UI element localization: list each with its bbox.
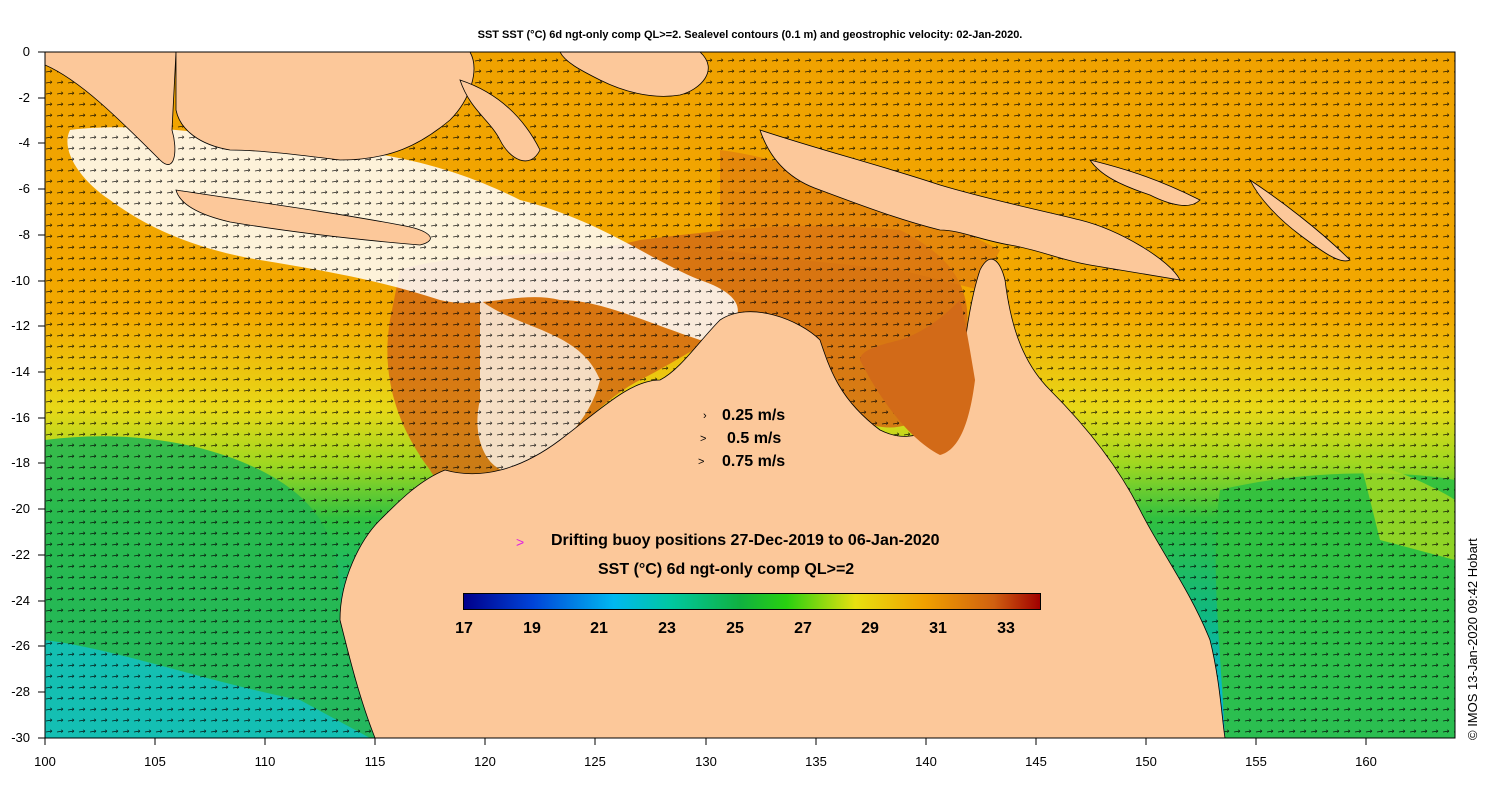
colorbar-tick: 31 bbox=[929, 620, 947, 637]
x-tick-label: 115 bbox=[364, 754, 386, 769]
y-tick-label: -20 bbox=[11, 501, 30, 516]
x-tick-label: 130 bbox=[695, 754, 717, 769]
x-tick-label: 105 bbox=[144, 754, 166, 769]
x-tick-label: 140 bbox=[915, 754, 937, 769]
x-tick-label: 120 bbox=[474, 754, 496, 769]
y-tick-label: -12 bbox=[11, 318, 30, 333]
colorbar-tick: 29 bbox=[861, 620, 879, 637]
gulf-of-carpentaria-sst bbox=[860, 300, 975, 455]
y-tick-label: -4 bbox=[18, 135, 30, 150]
x-tick-label: 100 bbox=[34, 754, 56, 769]
y-tick-label: -30 bbox=[11, 730, 30, 745]
land-new-guinea bbox=[759, 129, 1181, 281]
velocity-legend-075: 0.75 m/s bbox=[722, 453, 786, 470]
velocity-arrow-icon: > bbox=[700, 433, 707, 445]
land-mindanao bbox=[559, 52, 709, 97]
axis-tick-marks bbox=[38, 51, 1367, 745]
y-tick-label: -6 bbox=[18, 181, 30, 196]
copyright-note: © IMOS 13-Jan-2020 09:42 Hobart bbox=[1465, 538, 1480, 740]
land-masses bbox=[45, 52, 1351, 738]
y-tick-label: -24 bbox=[11, 593, 30, 608]
y-tick-label: -10 bbox=[11, 273, 30, 288]
colorbar-tick: 25 bbox=[726, 620, 744, 637]
land-new-britain bbox=[1089, 159, 1201, 206]
velocity-legend-025: 0.25 m/s bbox=[722, 407, 786, 424]
y-tick-label: -26 bbox=[11, 638, 30, 653]
x-tick-label: 145 bbox=[1025, 754, 1047, 769]
y-tick-label: -16 bbox=[11, 410, 30, 425]
y-tick-label: -14 bbox=[11, 364, 30, 379]
velocity-arrow-icon: > bbox=[698, 456, 705, 468]
velocity-arrow-icon: › bbox=[703, 410, 707, 422]
map-title: SST SST (°C) 6d ngt-only comp QL>=2. Sea… bbox=[477, 29, 1023, 41]
colorbar-tick: 27 bbox=[794, 620, 812, 637]
x-tick-label: 110 bbox=[254, 754, 276, 769]
x-tick-label: 135 bbox=[805, 754, 827, 769]
y-tick-label: -22 bbox=[11, 547, 30, 562]
colorbar bbox=[463, 593, 1041, 610]
colorbar-tick: 21 bbox=[590, 620, 608, 637]
colorbar-tick: 33 bbox=[997, 620, 1015, 637]
y-tick-label: -18 bbox=[11, 455, 30, 470]
y-tick-label: -8 bbox=[18, 227, 30, 242]
y-tick-label: -2 bbox=[18, 90, 30, 105]
map-plot-area bbox=[45, 52, 1455, 738]
x-tick-label: 155 bbox=[1245, 754, 1267, 769]
colorbar-tick: 23 bbox=[658, 620, 676, 637]
plot-frame bbox=[44, 51, 1456, 739]
land-sumatra bbox=[45, 52, 177, 165]
land-java bbox=[175, 189, 431, 246]
colorbar-label: SST (°C) 6d ngt-only comp QL>=2 bbox=[598, 561, 855, 578]
x-tick-label: 160 bbox=[1355, 754, 1377, 769]
velocity-legend-05: 0.5 m/s bbox=[727, 430, 782, 447]
land-australia bbox=[339, 258, 1226, 738]
x-tick-label: 150 bbox=[1135, 754, 1157, 769]
land-solomon-islands bbox=[1248, 178, 1351, 262]
y-tick-label: 0 bbox=[22, 44, 30, 59]
colorbar-tick: 19 bbox=[523, 620, 541, 637]
land-sulawesi bbox=[459, 79, 541, 162]
land-borneo bbox=[175, 52, 475, 161]
buoy-legend: Drifting buoy positions 27-Dec-2019 to 0… bbox=[551, 532, 940, 549]
y-tick-label: -28 bbox=[11, 684, 30, 699]
x-tick-label: 125 bbox=[584, 754, 606, 769]
colorbar-tick: 17 bbox=[455, 620, 473, 637]
buoy-marker-icon: > bbox=[516, 534, 525, 550]
